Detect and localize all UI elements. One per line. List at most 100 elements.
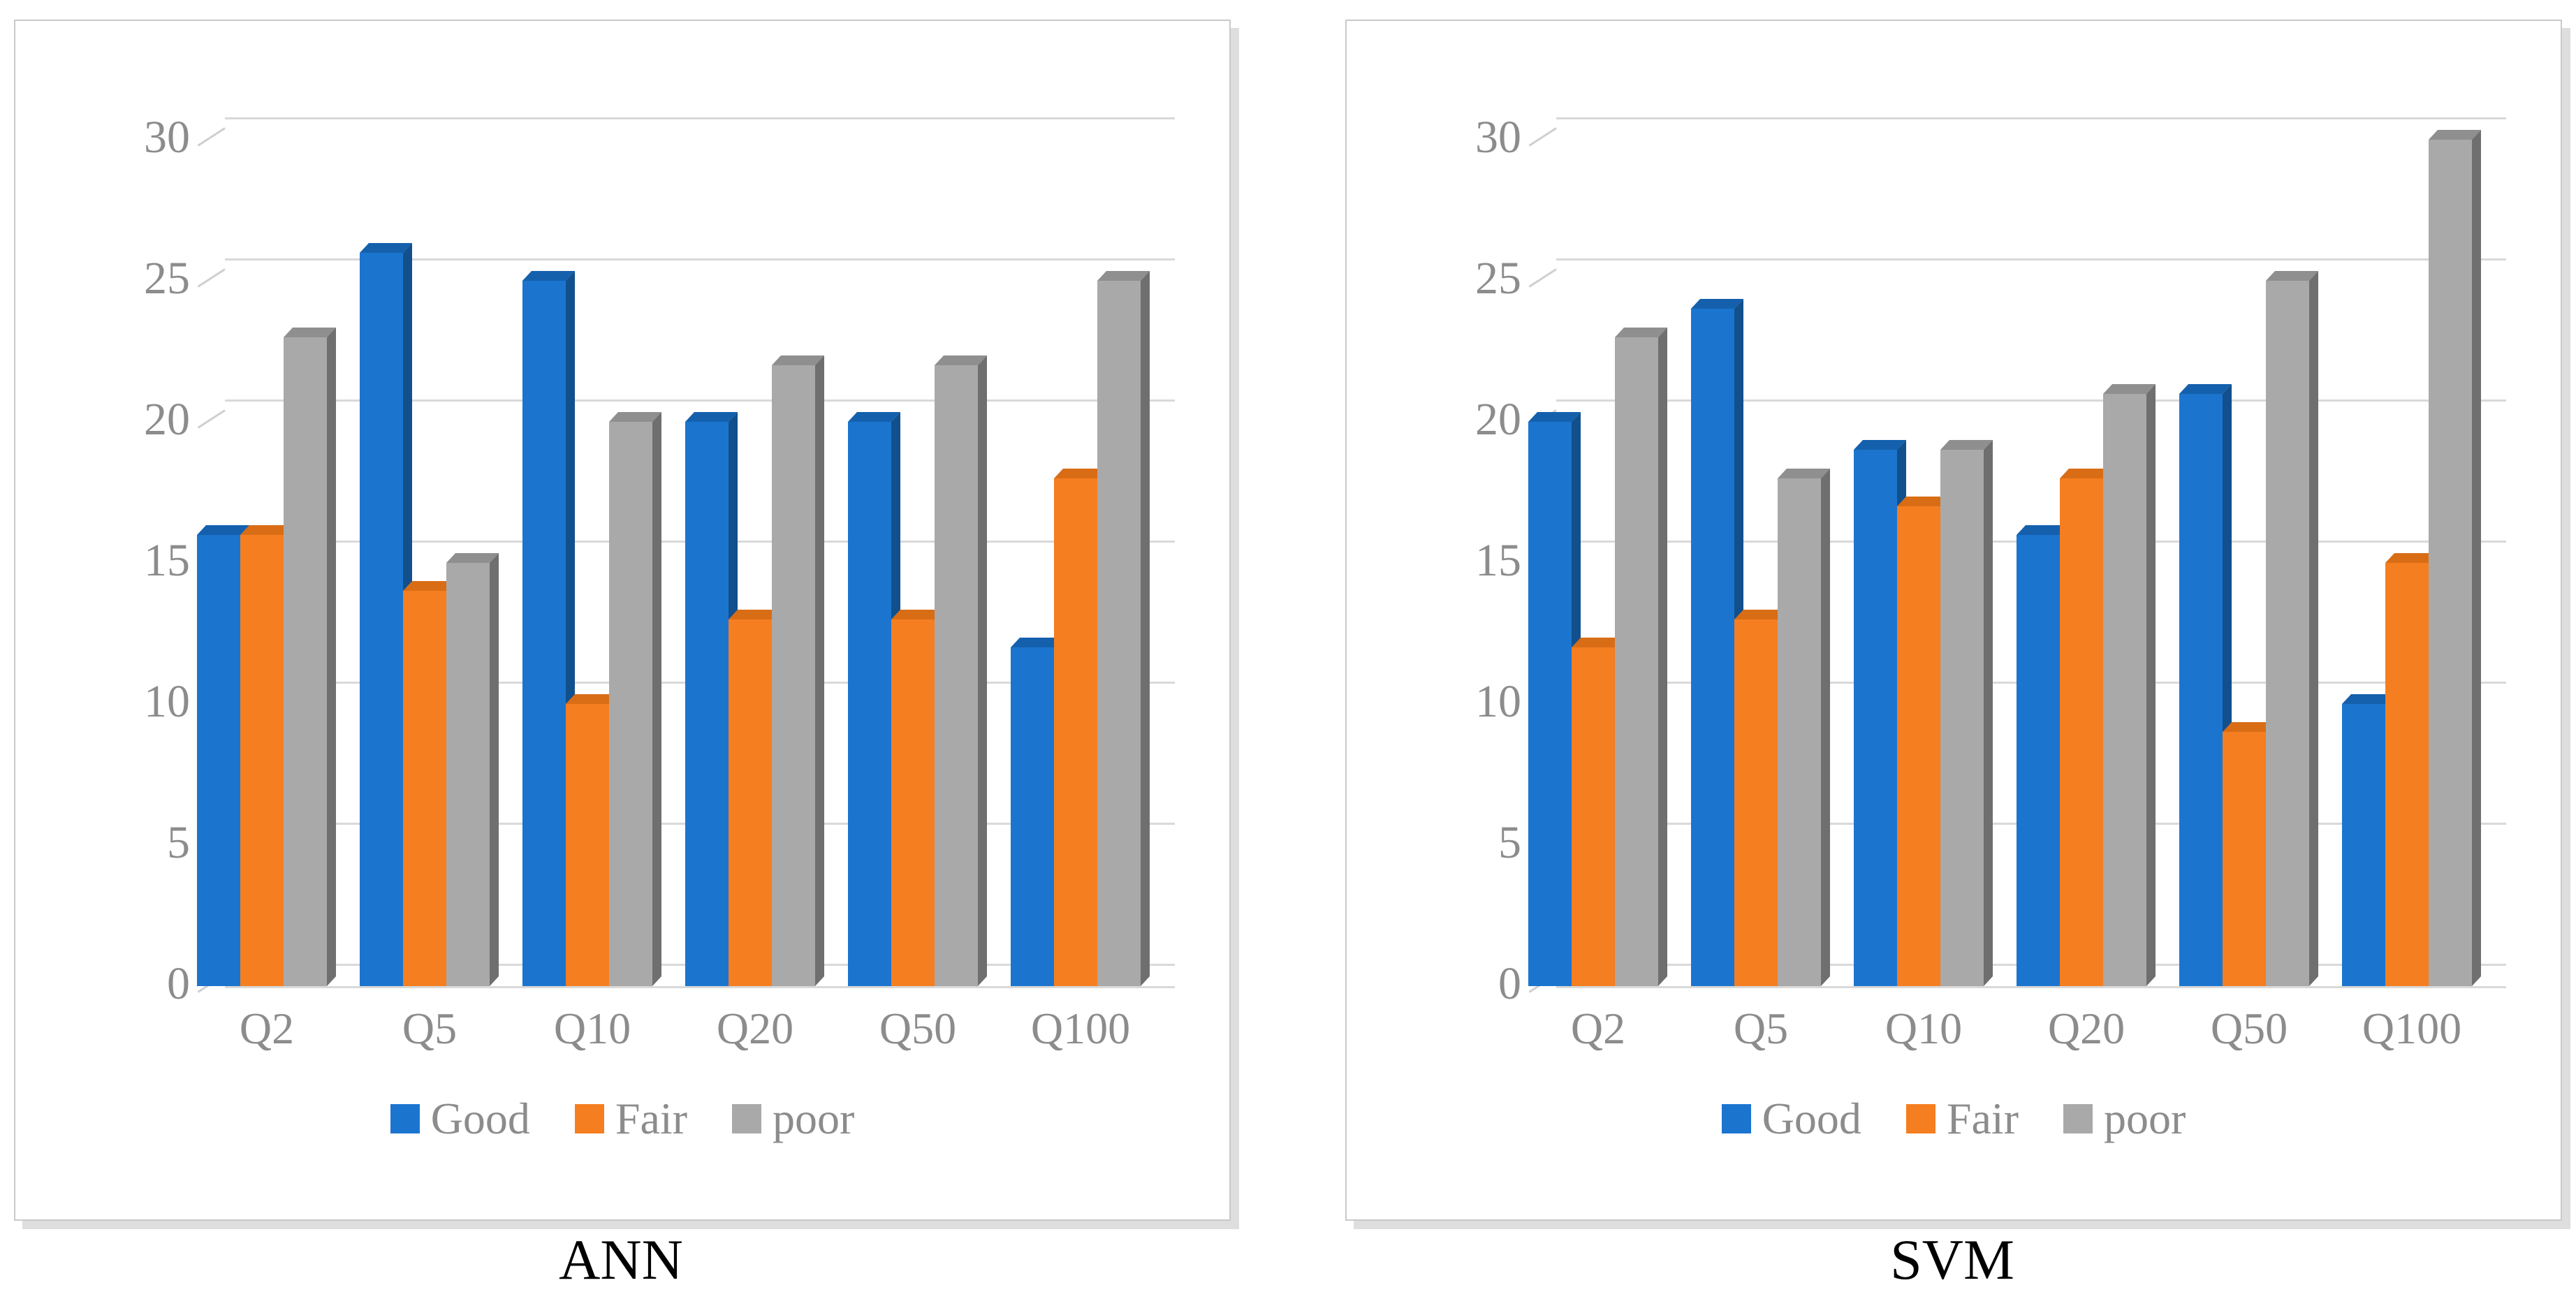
bar-front-face — [566, 704, 609, 986]
legend-label: poor — [773, 1094, 855, 1143]
bar-top-face — [729, 610, 781, 619]
gridline-perspective-tick — [1528, 268, 1557, 288]
bar-side-face — [2472, 130, 2481, 986]
bar-poor-q5 — [446, 553, 499, 986]
bar-top-face — [1940, 440, 1993, 450]
x-axis-category-label: Q100 — [1030, 1004, 1131, 1053]
bar-top-face — [2017, 525, 2069, 535]
bar-front-face — [1054, 478, 1097, 986]
bar-front-face — [609, 422, 652, 986]
bar-front-face — [403, 591, 446, 986]
bar-front-face — [2103, 394, 2146, 986]
bar-top-face — [772, 355, 824, 365]
bar-top-face — [2223, 722, 2275, 732]
bar-front-face — [1854, 450, 1897, 986]
bar-top-face — [1528, 412, 1581, 422]
svm-chart-title: SVM — [1890, 1228, 2014, 1291]
x-axis-category-label: Q20 — [716, 1004, 794, 1053]
y-axis-tick-label: 10 — [144, 676, 190, 727]
bar-side-face — [327, 328, 336, 986]
bar-top-face — [522, 271, 575, 281]
bar-top-face — [1854, 440, 1906, 450]
bar-front-face — [2179, 394, 2223, 986]
ann-chart-title: ANN — [559, 1228, 683, 1291]
bar-front-face — [240, 535, 284, 986]
bar-top-face — [1572, 638, 1624, 647]
bar-front-face — [1691, 309, 1734, 986]
bar-top-face — [284, 328, 336, 337]
bar-side-face — [2146, 384, 2156, 986]
y-axis-tick-label: 20 — [1475, 394, 1521, 445]
bar-side-face — [1984, 440, 1993, 986]
legend: Good Fair poor — [15, 1096, 1229, 1141]
bar-front-face — [2385, 563, 2429, 986]
legend-item-poor: poor — [2063, 1096, 2186, 1141]
bar-front-face — [446, 563, 490, 986]
bar-top-face — [1734, 610, 1787, 619]
x-axis-category-label: Q20 — [2047, 1004, 2125, 1053]
ann-chart-panel: 0 5 10 15 20 25 30 Q2 Q5 Q10 Q20 Q50 Q100 Good Fair poo… — [14, 20, 1231, 1221]
y-axis-tick-label: 20 — [144, 394, 190, 445]
y-axis-tick-label: 15 — [144, 535, 190, 586]
bar-front-face — [1097, 281, 1141, 986]
y-axis-tick-label: 15 — [1475, 535, 1521, 586]
legend-swatch-icon — [2063, 1104, 2093, 1133]
bar-front-face — [1897, 506, 1940, 986]
legend: Good Fair poor — [1347, 1096, 2561, 1141]
bar-front-face — [935, 365, 978, 986]
x-axis-category-label: Q10 — [1885, 1004, 1963, 1053]
bar-poor-q100 — [1097, 271, 1150, 986]
bar-front-face — [729, 619, 772, 986]
bar-front-face — [2017, 535, 2060, 986]
bar-poor-q2 — [284, 328, 336, 986]
legend-item-good: Good — [390, 1096, 530, 1141]
bar-front-face — [522, 281, 566, 986]
bar-top-face — [2103, 384, 2156, 394]
bar-front-face — [891, 619, 935, 986]
bar-top-face — [403, 581, 455, 591]
bar-front-face — [685, 422, 729, 986]
bar-front-face — [2223, 732, 2266, 986]
gridline-perspective-tick — [1528, 127, 1557, 147]
bar-side-face — [1141, 271, 1150, 986]
bar-side-face — [2309, 271, 2318, 986]
baseline — [1556, 986, 2506, 988]
bar-top-face — [1897, 497, 1949, 506]
bar-poor-q50 — [935, 355, 987, 986]
bar-front-face — [1615, 337, 1658, 986]
bar-poor-q20 — [2103, 384, 2156, 986]
x-axis-category-label: Q50 — [879, 1004, 957, 1053]
bar-top-face — [935, 355, 987, 365]
gridline-perspective-tick — [197, 127, 226, 147]
gridline — [1556, 399, 2506, 402]
bar-front-face — [2266, 281, 2309, 986]
bar-poor-q10 — [1940, 440, 1993, 986]
legend-label: Good — [1762, 1094, 1861, 1143]
bar-top-face — [1097, 271, 1150, 281]
legend-label: poor — [2104, 1094, 2186, 1143]
baseline — [225, 986, 1175, 988]
bar-front-face — [1734, 619, 1778, 986]
bar-fair-q2 — [240, 525, 293, 986]
x-axis-category-label: Q50 — [2210, 1004, 2288, 1053]
bar-front-face — [1940, 450, 1984, 986]
bar-front-face — [1572, 647, 1615, 986]
bar-side-face — [1821, 469, 1830, 986]
svm-chart-panel: 0 5 10 15 20 25 30 Q2 Q5 Q10 Q20 Q50 Q100 Good Fair poo… — [1345, 20, 2562, 1221]
gridline — [225, 399, 1175, 402]
gridline — [1556, 258, 2506, 260]
bar-top-face — [446, 553, 499, 563]
legend-swatch-icon — [1721, 1104, 1751, 1133]
ann-plot-area: 0 5 10 15 20 25 30 Q2 Q5 Q10 Q20 Q50 Q100 Good Fair poo… — [15, 21, 1229, 1219]
y-axis-tick-label: 5 — [167, 817, 190, 868]
x-axis-category-label: Q5 — [1733, 1004, 1789, 1053]
bar-top-face — [566, 694, 618, 704]
bar-front-face — [197, 535, 240, 986]
legend-swatch-icon — [574, 1104, 604, 1133]
bar-front-face — [2342, 704, 2385, 986]
bar-front-face — [284, 337, 327, 986]
y-axis-tick-label: 30 — [144, 112, 190, 163]
bar-top-face — [2179, 384, 2232, 394]
gridline — [1556, 117, 2506, 119]
gridline-perspective-tick — [197, 268, 226, 288]
